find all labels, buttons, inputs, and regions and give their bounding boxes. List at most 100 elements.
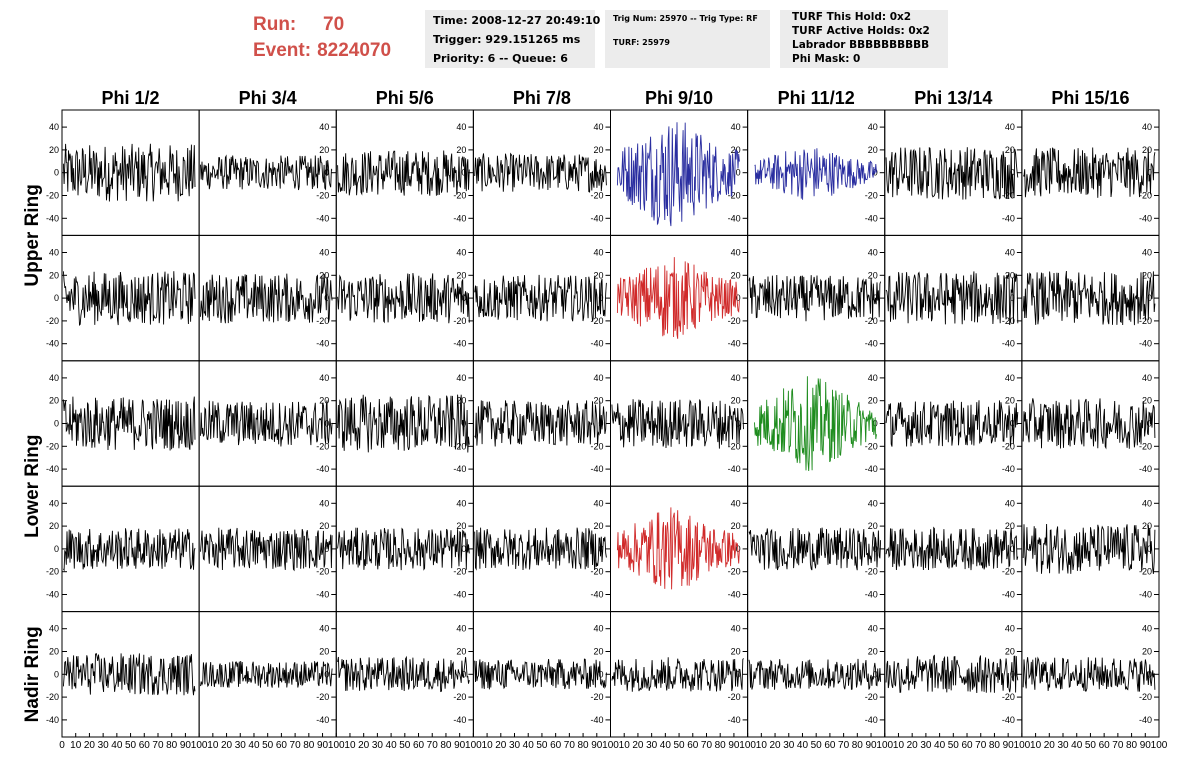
column-header: Phi 13/14 bbox=[914, 88, 992, 108]
y-tick-label: -20 bbox=[590, 441, 603, 451]
x-tick-label: 100 bbox=[328, 740, 345, 751]
y-tick-label: -20 bbox=[865, 316, 878, 326]
y-tick-label: -20 bbox=[590, 316, 603, 326]
turf-this-hold-text: TURF This Hold: 0x2 bbox=[792, 11, 912, 23]
turf-active-holds-text: TURF Active Holds: 0x2 bbox=[792, 25, 930, 37]
x-tick-label: 70 bbox=[1112, 740, 1124, 751]
x-tick-label: 60 bbox=[139, 740, 151, 751]
y-tick-label: -20 bbox=[316, 692, 329, 702]
y-tick-label: 0 bbox=[461, 544, 466, 554]
x-tick-label: 80 bbox=[1126, 740, 1138, 751]
y-tick-label: 20 bbox=[1005, 145, 1015, 155]
x-tick-label: 50 bbox=[948, 740, 960, 751]
y-tick-label: 40 bbox=[49, 122, 59, 132]
y-tick-label: 20 bbox=[1005, 270, 1015, 280]
y-tick-label: 40 bbox=[456, 498, 466, 508]
waveform-series bbox=[1022, 270, 1156, 326]
y-tick-label: 0 bbox=[1147, 544, 1152, 554]
x-tick-label: 90 bbox=[1140, 740, 1152, 751]
x-tick-label: 30 bbox=[509, 740, 521, 751]
column-header: Phi 9/10 bbox=[645, 88, 713, 108]
x-tick-label: 50 bbox=[674, 740, 686, 751]
y-tick-label: -20 bbox=[453, 567, 466, 577]
y-tick-label: 40 bbox=[593, 498, 603, 508]
waveform-series bbox=[337, 150, 470, 196]
x-tick-label: 10 bbox=[756, 740, 768, 751]
y-tick-label: 20 bbox=[49, 270, 59, 280]
y-tick-label: 40 bbox=[456, 373, 466, 383]
x-tick-label: 40 bbox=[1071, 740, 1083, 751]
waveform-series bbox=[474, 658, 607, 690]
y-tick-label: 40 bbox=[1142, 122, 1152, 132]
y-tick-label: 40 bbox=[456, 624, 466, 634]
waveform-series bbox=[748, 527, 882, 571]
y-tick-label: -20 bbox=[865, 191, 878, 201]
y-tick-label: 40 bbox=[868, 498, 878, 508]
y-tick-label: 0 bbox=[1010, 293, 1015, 303]
x-tick-label: 90 bbox=[454, 740, 466, 751]
y-tick-label: -40 bbox=[590, 339, 603, 349]
y-tick-label: 40 bbox=[731, 624, 741, 634]
x-tick-label: 80 bbox=[303, 740, 315, 751]
x-tick-label: 40 bbox=[111, 740, 123, 751]
x-tick-label: 100 bbox=[876, 740, 893, 751]
y-tick-label: 0 bbox=[54, 168, 59, 178]
x-tick-label: 20 bbox=[221, 740, 233, 751]
run-value: 70 bbox=[323, 14, 345, 35]
x-tick-label: 70 bbox=[564, 740, 576, 751]
y-tick-label: 20 bbox=[1142, 521, 1152, 531]
event-label: Event: bbox=[253, 40, 312, 61]
y-tick-label: 20 bbox=[868, 270, 878, 280]
y-tick-label: -40 bbox=[1139, 590, 1152, 600]
column-header: Phi 7/8 bbox=[513, 88, 571, 108]
y-tick-label: 20 bbox=[868, 521, 878, 531]
y-tick-label: -40 bbox=[316, 464, 329, 474]
x-tick-label: 90 bbox=[591, 740, 603, 751]
y-tick-label: -40 bbox=[590, 590, 603, 600]
y-tick-label: 40 bbox=[1005, 248, 1015, 258]
y-tick-label: 40 bbox=[1142, 248, 1152, 258]
waveform-series bbox=[474, 527, 607, 571]
y-tick-label: -20 bbox=[46, 316, 59, 326]
time-text: Time: 2008-12-27 20:49:10 bbox=[433, 14, 601, 27]
y-tick-label: -20 bbox=[46, 692, 59, 702]
y-tick-label: -40 bbox=[1139, 715, 1152, 725]
y-tick-label: -40 bbox=[46, 590, 59, 600]
y-tick-label: -40 bbox=[728, 213, 741, 223]
y-tick-label: -40 bbox=[590, 715, 603, 725]
waveform-series bbox=[1022, 523, 1156, 574]
y-tick-label: 0 bbox=[736, 293, 741, 303]
x-tick-label: 40 bbox=[386, 740, 398, 751]
y-tick-label: -40 bbox=[453, 213, 466, 223]
waveform-series bbox=[616, 507, 740, 590]
y-tick-label: 20 bbox=[49, 396, 59, 406]
y-tick-label: 20 bbox=[731, 270, 741, 280]
y-tick-label: -20 bbox=[46, 567, 59, 577]
x-tick-label: 20 bbox=[495, 740, 507, 751]
y-tick-label: 40 bbox=[456, 248, 466, 258]
x-tick-label: 90 bbox=[317, 740, 329, 751]
y-tick-label: 20 bbox=[1142, 270, 1152, 280]
x-tick-label: 20 bbox=[769, 740, 781, 751]
x-tick-label: 40 bbox=[934, 740, 946, 751]
y-tick-label: -40 bbox=[316, 715, 329, 725]
x-tick-label: 60 bbox=[550, 740, 562, 751]
waveform-series bbox=[754, 376, 877, 472]
x-tick-label: 30 bbox=[98, 740, 110, 751]
x-tick-label: 80 bbox=[715, 740, 727, 751]
x-tick-label: 60 bbox=[961, 740, 973, 751]
y-tick-label: -40 bbox=[1002, 464, 1015, 474]
waveform-series bbox=[754, 148, 877, 200]
x-tick-label: 50 bbox=[536, 740, 548, 751]
y-tick-label: -40 bbox=[453, 715, 466, 725]
y-tick-label: 20 bbox=[731, 396, 741, 406]
x-tick-label: 70 bbox=[427, 740, 439, 751]
y-tick-label: 0 bbox=[461, 168, 466, 178]
y-tick-label: 0 bbox=[598, 669, 603, 679]
x-tick-label: 70 bbox=[701, 740, 713, 751]
y-tick-label: -20 bbox=[453, 191, 466, 201]
y-tick-label: 20 bbox=[49, 521, 59, 531]
y-tick-label: 40 bbox=[868, 248, 878, 258]
y-tick-label: 40 bbox=[1005, 498, 1015, 508]
x-tick-label: 80 bbox=[578, 740, 590, 751]
